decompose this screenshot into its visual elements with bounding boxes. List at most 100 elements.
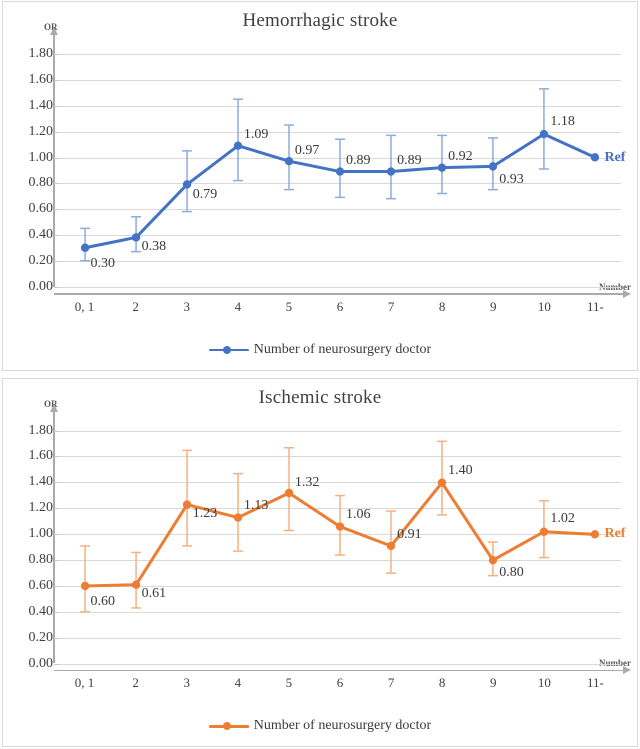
error-bar bbox=[80, 544, 91, 613]
legend-label: Number of neurosurgery doctor bbox=[253, 718, 432, 733]
y-tick-mark bbox=[54, 585, 59, 587]
plot-area-ischemic: 0.00 0.20 0.40 0.60 0.80 1.00 1.20 1.40 1.60 1.80… bbox=[29, 423, 626, 691]
x-axis-tick-label: 7 bbox=[387, 675, 395, 690]
y-axis-tick-label: 0.00 bbox=[28, 655, 54, 671]
x-axis-caption: Number bbox=[599, 282, 631, 292]
y-tick-mark bbox=[54, 54, 59, 55]
data-point-marker bbox=[233, 141, 243, 150]
data-point-marker bbox=[590, 529, 600, 539]
y-tick-mark bbox=[54, 508, 59, 510]
error-bar bbox=[436, 440, 447, 516]
y-tick-mark bbox=[54, 559, 59, 561]
y-axis-tick-label: 1.40 bbox=[28, 474, 54, 490]
gridline bbox=[59, 105, 621, 107]
y-axis-tick-label: 0.40 bbox=[28, 603, 54, 619]
legend-ischemic: Number of neurosurgery doctor bbox=[3, 718, 637, 734]
x-axis-tick-label: 0, 1 bbox=[74, 675, 95, 690]
data-point-label: 1.06 bbox=[346, 507, 371, 523]
error-bar bbox=[233, 98, 244, 182]
line-marker-icon bbox=[208, 344, 249, 356]
data-point-label: 0.38 bbox=[141, 238, 167, 254]
y-axis-tick-label: 1.60 bbox=[28, 448, 54, 464]
y-tick-mark bbox=[54, 611, 59, 613]
y-tick-mark bbox=[54, 105, 59, 107]
chart-panel-ischemic: Ischemic stroke OR Number 0.000.200.400.… bbox=[2, 377, 638, 747]
data-point-marker bbox=[488, 162, 498, 171]
data-point-marker bbox=[284, 488, 294, 497]
data-point-label: 1.23 bbox=[192, 506, 218, 522]
data-point-label: 0.60 bbox=[90, 593, 116, 609]
y-tick-mark bbox=[54, 287, 59, 288]
gridline bbox=[59, 585, 621, 587]
error-bar bbox=[233, 472, 244, 552]
gridline bbox=[59, 482, 621, 484]
y-axis-tick-label: 0.60 bbox=[28, 577, 54, 593]
x-axis-tick-label: 3 bbox=[183, 675, 190, 690]
y-tick-mark bbox=[54, 157, 59, 159]
y-axis-arrow-icon bbox=[50, 27, 57, 287]
data-point-label: 0.80 bbox=[499, 564, 524, 580]
x-axis-caption: Number bbox=[599, 658, 631, 668]
data-point-label: 1.13 bbox=[243, 498, 269, 514]
y-tick-mark bbox=[54, 430, 59, 432]
gridline bbox=[59, 430, 621, 432]
y-tick-mark bbox=[54, 209, 59, 211]
data-point-marker bbox=[539, 527, 549, 536]
x-axis-tick-label: 9 bbox=[490, 298, 497, 314]
data-point-label: 1.18 bbox=[550, 114, 575, 130]
data-point-label: 0.89 bbox=[397, 152, 422, 168]
data-point-marker bbox=[284, 157, 294, 166]
data-point-marker bbox=[131, 233, 141, 242]
gridline bbox=[59, 456, 621, 458]
data-point-label: 0.79 bbox=[192, 186, 218, 202]
x-axis-tick-label: 10 bbox=[537, 298, 551, 314]
data-point-marker bbox=[539, 129, 549, 139]
x-axis-tick-label: 8 bbox=[438, 298, 446, 314]
x-axis-tick-label: 9 bbox=[490, 675, 497, 690]
data-point-marker bbox=[488, 555, 498, 564]
x-axis-tick-label: 8 bbox=[438, 675, 446, 690]
x-axis-tick-label: 11- bbox=[587, 675, 604, 690]
gridline bbox=[59, 261, 621, 263]
data-point-marker bbox=[131, 580, 141, 589]
y-tick-mark bbox=[54, 183, 59, 185]
legend-hemorrhagic: Number of neurosurgery doctor bbox=[3, 342, 637, 358]
data-point-marker bbox=[182, 499, 192, 509]
y-axis-tick-label: 1.20 bbox=[28, 123, 54, 139]
data-point-label: 0.89 bbox=[346, 152, 371, 168]
x-axis-arrow-icon bbox=[54, 667, 631, 674]
gridline bbox=[59, 79, 621, 81]
y-tick-mark bbox=[54, 79, 59, 81]
y-tick-mark bbox=[54, 637, 59, 639]
data-point-label: 1.09 bbox=[243, 126, 269, 142]
data-point-label: 0.97 bbox=[294, 143, 320, 159]
plot-area-hemorrhagic: 0.00 0.20 0.40 0.60 0.80 1.00 1.20 1.40 1.60 1.80… bbox=[29, 46, 626, 314]
x-axis-tick-label: 4 bbox=[234, 675, 242, 690]
y-tick-mark bbox=[54, 663, 59, 665]
y-tick-mark bbox=[54, 482, 59, 484]
x-axis-tick-label: 2 bbox=[132, 675, 139, 690]
gridline bbox=[59, 209, 621, 211]
y-axis-tick-label: 1.40 bbox=[28, 97, 54, 113]
data-point-marker bbox=[386, 541, 396, 550]
gridline bbox=[59, 54, 621, 55]
data-point-label: 0.30 bbox=[90, 256, 116, 272]
error-bar bbox=[131, 551, 142, 609]
y-axis-tick-label: 1.80 bbox=[28, 46, 54, 61]
y-axis-tick-label: 1.80 bbox=[28, 422, 54, 438]
data-point-marker bbox=[590, 153, 600, 162]
y-axis-tick-label: 1.00 bbox=[28, 526, 54, 542]
y-axis-tick-label: 0.00 bbox=[28, 279, 54, 294]
data-point-marker bbox=[437, 477, 447, 487]
data-point-label: 0.91 bbox=[397, 526, 422, 542]
x-axis-tick-label: 10 bbox=[537, 675, 551, 690]
gridline bbox=[59, 559, 621, 561]
data-point-label: 0.61 bbox=[141, 585, 167, 601]
y-axis-caption: OR bbox=[44, 22, 58, 32]
data-point-marker bbox=[335, 167, 345, 176]
y-axis-tick-label: 0.60 bbox=[28, 201, 54, 217]
data-point-label: 0.93 bbox=[499, 171, 524, 187]
y-tick-mark bbox=[54, 534, 59, 536]
y-axis-arrow-icon bbox=[50, 403, 57, 663]
